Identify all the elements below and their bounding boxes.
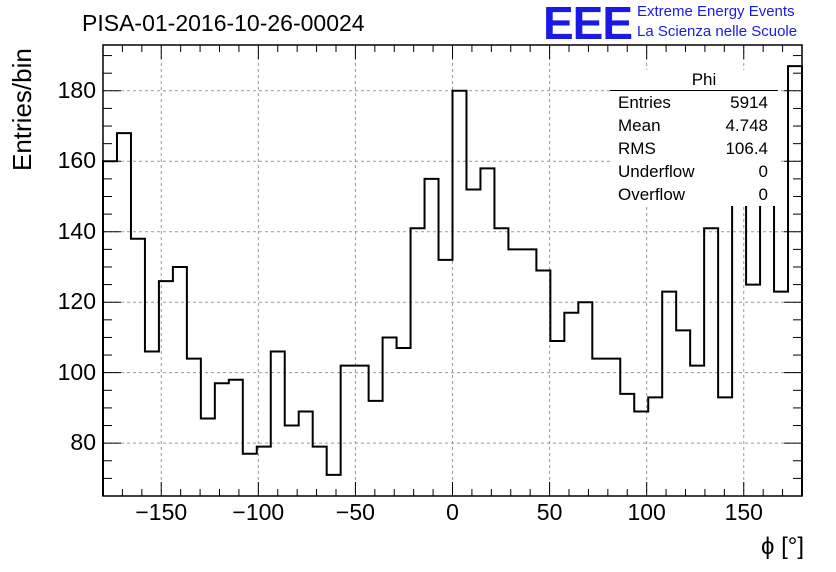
stats-box: Phi Entries 5914 Mean 4.748 RMS 106.4 Un…: [610, 70, 778, 206]
y-tick-label: 100: [57, 358, 96, 385]
stats-row-underflow: Underflow 0: [610, 160, 778, 183]
plot-frame: [102, 44, 803, 497]
x-tick-label: 50: [536, 499, 563, 525]
x-tick-label: −50: [335, 499, 375, 525]
y-tick-label: 140: [57, 217, 96, 244]
stats-key: Mean: [618, 116, 661, 135]
x-tick-label: 150: [724, 499, 763, 525]
eee-logo: EEE: [543, 0, 633, 49]
logo-caption-line1: Extreme Energy Events: [637, 3, 795, 20]
x-tick-label: −150: [135, 499, 188, 525]
stats-key: Entries: [618, 93, 671, 112]
plot-title: PISA-01-2016-10-26-00024: [82, 10, 365, 36]
stats-title: Phi: [610, 70, 778, 91]
stats-value: 4.748: [725, 116, 768, 135]
histogram-line: [102, 65, 803, 496]
stats-row-rms: RMS 106.4: [610, 137, 778, 160]
axis-ticks: [102, 45, 803, 497]
stats-row-overflow: Overflow 0: [610, 183, 778, 206]
x-tick-label: 0: [446, 499, 459, 525]
x-axis-label: ϕ [°]: [760, 533, 804, 560]
stats-key: RMS: [618, 139, 656, 158]
stats-key: Overflow: [618, 185, 686, 204]
stats-row-entries: Entries 5914: [610, 91, 778, 114]
y-tick-label: 120: [57, 288, 96, 315]
y-tick-label: 80: [70, 429, 96, 456]
stats-value: 0: [758, 162, 768, 181]
y-tick-label: 160: [57, 147, 96, 174]
stats-key: Underflow: [618, 162, 695, 181]
stats-row-mean: Mean 4.748: [610, 114, 778, 137]
x-tick-label: −100: [232, 499, 285, 525]
y-axis-label: Entries/bin: [7, 48, 37, 171]
x-tick-label: 100: [627, 499, 666, 525]
y-tick-label: 180: [57, 76, 96, 103]
logo-caption-line2: La Scienza nelle Scuole: [637, 23, 798, 40]
stats-value: 0: [758, 185, 768, 204]
stats-value: 106.4: [725, 139, 768, 158]
stats-value: 5914: [730, 93, 768, 112]
